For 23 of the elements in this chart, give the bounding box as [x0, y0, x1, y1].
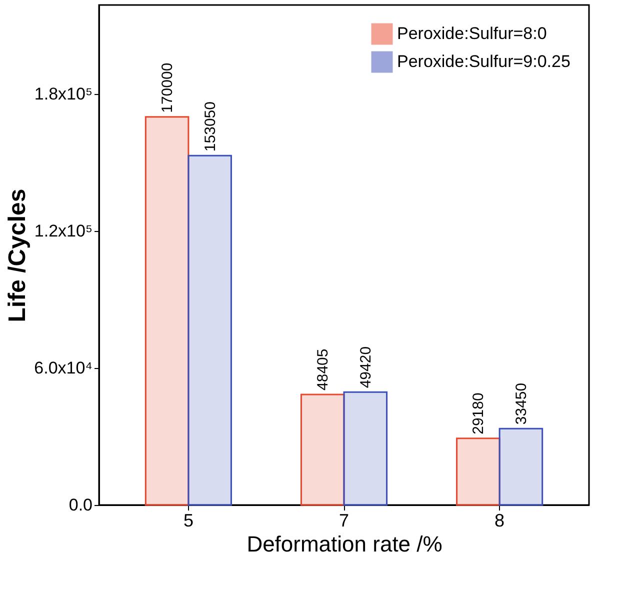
- data-label: 48405: [314, 348, 332, 390]
- x-tick-label: 5: [183, 510, 194, 530]
- y-tick-label: 0.0: [68, 496, 92, 514]
- data-label: 29180: [470, 392, 488, 434]
- x-tick-label: 7: [338, 510, 350, 530]
- y-axis-title: Life /Cycles: [4, 188, 32, 322]
- bar: [144, 116, 190, 506]
- y-tick-label: 6.0x10⁴: [34, 358, 92, 378]
- bar: [343, 391, 388, 506]
- bar: [456, 438, 500, 506]
- bar: [300, 394, 345, 506]
- legend-label: Peroxide:Sulfur=9:0.25: [397, 52, 570, 71]
- data-label: 33450: [512, 382, 530, 425]
- data-label: 170000: [159, 62, 176, 113]
- x-tick-label: 8: [494, 510, 505, 530]
- y-tick-label: 1.2x10⁵: [34, 222, 92, 241]
- data-label: 153050: [202, 102, 219, 152]
- bar: [498, 428, 544, 506]
- y-tick-label: 1.8x10⁵: [34, 84, 92, 104]
- data-label: 49420: [357, 346, 374, 388]
- legend-label: Peroxide:Sulfur=8:0: [397, 24, 547, 43]
- bar: [188, 154, 232, 506]
- x-axis-title: Deformation rate /%: [246, 532, 442, 556]
